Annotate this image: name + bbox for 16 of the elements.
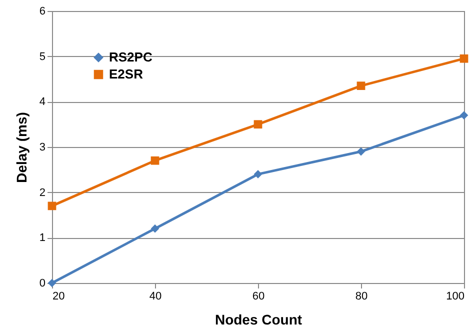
legend-label: E2SR	[109, 66, 144, 82]
x-tick-label: 40	[149, 290, 162, 302]
x-axis-title: Nodes Count	[214, 312, 302, 328]
y-tick-label: 0	[39, 278, 46, 290]
y-tick-label: 6	[39, 6, 46, 18]
y-tick-label: 2	[39, 186, 46, 199]
x-tick-label: 20	[52, 290, 65, 302]
y-tick-label: 5	[39, 50, 46, 63]
x-tick-label: 80	[355, 290, 368, 302]
x-tick-label: 60	[252, 290, 265, 302]
x-tick-label: 100	[446, 290, 464, 302]
y-axis-title: Delay (ms)	[13, 112, 30, 183]
legend-label: RS2PC	[109, 50, 153, 64]
y-tick-label: 3	[39, 142, 46, 154]
y-tick-label: 1	[39, 232, 46, 244]
y-tick-label: 4	[39, 96, 46, 108]
